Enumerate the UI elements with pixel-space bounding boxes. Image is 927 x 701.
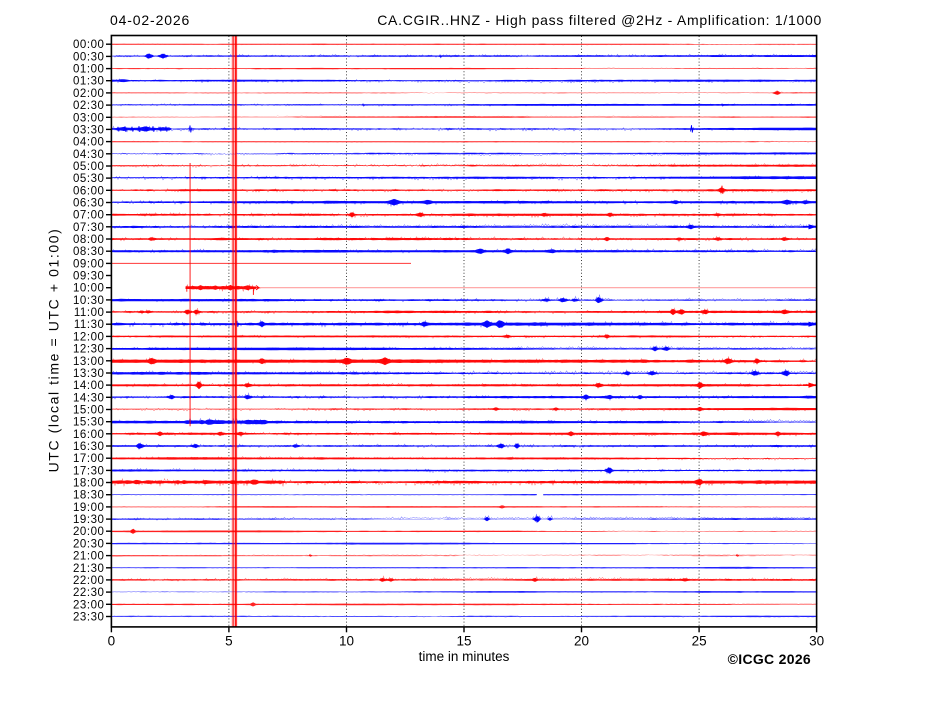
svg-text:11:00: 11:00: [74, 307, 105, 319]
svg-text:21:00: 21:00: [73, 551, 105, 563]
svg-text:03:30: 03:30: [73, 124, 105, 136]
svg-text:01:30: 01:30: [73, 76, 105, 88]
svg-text:09:30: 09:30: [73, 271, 105, 283]
svg-text:25: 25: [692, 634, 707, 649]
svg-text:10:30: 10:30: [73, 295, 105, 307]
svg-text:09:00: 09:00: [73, 258, 105, 270]
svg-text:13:00: 13:00: [73, 356, 105, 368]
svg-text:15: 15: [456, 634, 471, 649]
svg-text:08:00: 08:00: [73, 234, 105, 246]
svg-text:13:30: 13:30: [73, 368, 105, 380]
svg-text:17:30: 17:30: [73, 465, 105, 477]
svg-text:04:00: 04:00: [73, 137, 105, 149]
svg-text:10: 10: [339, 634, 354, 649]
svg-text:20: 20: [574, 634, 589, 649]
svg-text:22:30: 22:30: [73, 587, 105, 599]
svg-text:0: 0: [108, 634, 116, 649]
svg-text:07:30: 07:30: [73, 222, 105, 234]
svg-text:19:00: 19:00: [73, 502, 105, 514]
svg-text:19:30: 19:30: [73, 514, 105, 526]
svg-text:06:00: 06:00: [73, 185, 105, 197]
svg-text:15:30: 15:30: [73, 417, 105, 429]
svg-text:18:00: 18:00: [73, 478, 105, 490]
svg-text:03:00: 03:00: [73, 112, 105, 124]
svg-text:5: 5: [225, 634, 233, 649]
svg-text:23:30: 23:30: [73, 612, 105, 624]
svg-text:12:30: 12:30: [73, 344, 105, 356]
svg-text:11:30: 11:30: [74, 319, 105, 331]
svg-text:12:00: 12:00: [73, 331, 105, 343]
svg-text:20:00: 20:00: [73, 526, 105, 538]
svg-text:18:30: 18:30: [73, 490, 105, 502]
svg-text:06:30: 06:30: [73, 198, 105, 210]
svg-text:14:00: 14:00: [73, 380, 105, 392]
svg-text:00:30: 00:30: [73, 51, 105, 63]
svg-text:21:30: 21:30: [73, 563, 105, 575]
svg-text:©ICGC 2026: ©ICGC 2026: [728, 651, 811, 667]
svg-text:time in minutes: time in minutes: [419, 649, 510, 664]
svg-text:02:00: 02:00: [73, 88, 105, 100]
svg-text:05:00: 05:00: [73, 161, 105, 173]
svg-text:08:30: 08:30: [73, 246, 105, 258]
svg-text:16:00: 16:00: [73, 429, 105, 441]
svg-text:14:30: 14:30: [73, 392, 105, 404]
svg-text:16:30: 16:30: [73, 441, 105, 453]
svg-text:10:00: 10:00: [73, 283, 105, 295]
svg-text:23:00: 23:00: [73, 599, 105, 611]
svg-text:15:00: 15:00: [73, 405, 105, 417]
svg-text:07:00: 07:00: [73, 210, 105, 222]
svg-text:02:30: 02:30: [73, 100, 105, 112]
svg-text:01:00: 01:00: [73, 64, 105, 76]
svg-text:CA.CGIR..HNZ - High pass filte: CA.CGIR..HNZ - High pass filtered @2Hz -…: [377, 12, 822, 28]
svg-text:05:30: 05:30: [73, 173, 105, 185]
svg-text:UTC (local time = UTC + 01:00): UTC (local time = UTC + 01:00): [46, 228, 62, 473]
svg-text:30: 30: [809, 634, 824, 649]
svg-text:20:30: 20:30: [73, 538, 105, 550]
svg-text:00:00: 00:00: [73, 39, 105, 51]
svg-text:22:00: 22:00: [73, 575, 105, 587]
svg-text:04:30: 04:30: [73, 149, 105, 161]
svg-text:04-02-2026: 04-02-2026: [110, 12, 190, 28]
svg-text:17:00: 17:00: [73, 453, 105, 465]
